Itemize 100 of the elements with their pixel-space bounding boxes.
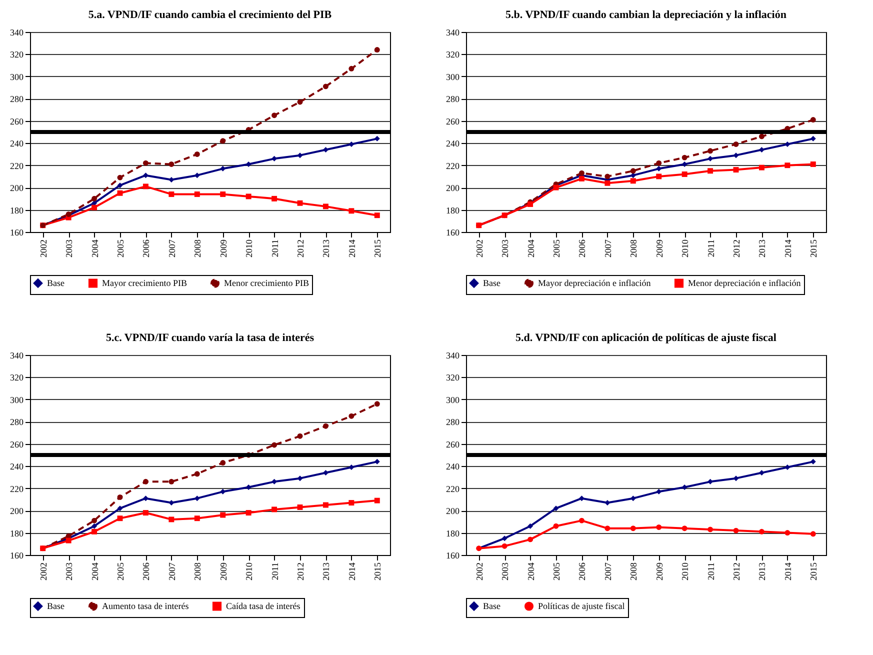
- chart-title: 5.d. VPND/IF con aplicación de políticas de ajuste fiscal: [516, 332, 776, 344]
- y-tick-label: 200: [446, 506, 460, 516]
- legend-label: Menor depreciación e inflación: [688, 278, 802, 288]
- y-tick-label: 200: [10, 506, 24, 516]
- y-tick-label: 180: [10, 528, 24, 538]
- y-tick-label: 220: [446, 160, 460, 171]
- chart-title: 5.b. VPND/IF cuando cambian la depreciación y la inflación: [506, 9, 786, 21]
- x-tick-label: 2004: [90, 562, 100, 580]
- x-tick-label: 2010: [680, 562, 690, 580]
- legend-label: Caída tasa de interés: [226, 601, 301, 612]
- legend-label: Mayor crecimiento PIB: [102, 278, 187, 288]
- x-tick-label: 2012: [296, 562, 306, 580]
- y-tick-label: 180: [10, 205, 24, 216]
- x-tick-label: 2006: [141, 239, 152, 258]
- x-tick-label: 2002: [38, 562, 48, 580]
- y-tick-label: 260: [10, 116, 24, 126]
- x-tick-label: 2004: [526, 239, 536, 258]
- x-tick-label: 2003: [64, 239, 74, 258]
- y-tick-label: 160: [10, 228, 24, 238]
- x-tick-label: 2009: [654, 562, 664, 580]
- y-tick-label: 220: [10, 484, 24, 494]
- chart-title: 5.a. VPND/IF cuando cambia el crecimiento del PIB: [88, 9, 332, 21]
- x-tick-label: 2003: [500, 239, 510, 258]
- y-tick-label: 260: [446, 439, 460, 450]
- x-tick-label: 2003: [500, 562, 510, 580]
- x-tick-label: 2012: [732, 562, 742, 580]
- legend-label: Base: [47, 278, 64, 288]
- x-tick-label: 2015: [372, 239, 383, 258]
- x-tick-label: 2007: [166, 562, 177, 580]
- x-tick-label: 2011: [270, 240, 280, 258]
- y-tick-label: 240: [10, 138, 24, 149]
- legend-label: Menor crecimiento PIB: [224, 278, 309, 288]
- x-tick-label: 2003: [64, 562, 74, 580]
- x-tick-label: 2010: [680, 239, 690, 258]
- y-tick-label: 180: [446, 205, 460, 216]
- y-tick-label: 320: [10, 372, 24, 383]
- chart-title: 5.c. VPND/IF cuando varía la tasa de interés: [106, 332, 315, 344]
- x-tick-label: 2013: [321, 239, 332, 258]
- x-tick-label: 2014: [782, 239, 793, 258]
- y-tick-label: 280: [446, 417, 460, 428]
- y-tick-label: 340: [446, 350, 460, 360]
- x-tick-label: 2014: [782, 562, 793, 580]
- x-tick-label: 2007: [602, 239, 613, 258]
- x-tick-label: 2009: [218, 562, 228, 580]
- y-tick-label: 240: [10, 462, 24, 472]
- x-tick-label: 2009: [654, 239, 664, 258]
- x-tick-label: 2006: [141, 562, 152, 580]
- y-tick-label: 160: [446, 550, 460, 560]
- y-tick-label: 340: [446, 28, 460, 38]
- y-tick-label: 180: [446, 528, 460, 538]
- y-tick-label: 320: [446, 372, 460, 383]
- x-tick-label: 2012: [732, 240, 742, 258]
- legend-label: Políticas de ajuste fiscal: [538, 601, 626, 612]
- x-tick-label: 2005: [116, 239, 126, 258]
- x-tick-label: 2004: [90, 239, 100, 258]
- x-tick-label: 2013: [757, 562, 768, 580]
- x-tick-label: 2015: [808, 562, 819, 580]
- x-tick-label: 2008: [192, 562, 203, 580]
- y-tick-label: 220: [10, 160, 24, 171]
- x-tick-label: 2002: [474, 562, 484, 580]
- x-tick-label: 2002: [474, 240, 484, 258]
- x-tick-label: 2006: [577, 562, 588, 580]
- x-tick-label: 2008: [628, 562, 639, 580]
- x-tick-label: 2005: [116, 562, 126, 580]
- y-tick-label: 260: [10, 439, 24, 450]
- x-tick-label: 2008: [192, 239, 203, 258]
- x-tick-label: 2010: [244, 562, 254, 580]
- x-tick-label: 2002: [38, 240, 48, 258]
- x-tick-label: 2005: [552, 562, 562, 580]
- legend-label: Mayor depreciación e inflación: [538, 278, 652, 288]
- y-tick-label: 220: [446, 484, 460, 494]
- x-tick-label: 2010: [244, 239, 254, 258]
- y-tick-label: 160: [446, 228, 460, 238]
- y-tick-label: 280: [10, 417, 24, 428]
- x-tick-label: 2011: [706, 240, 716, 258]
- x-tick-label: 2004: [526, 562, 536, 580]
- x-tick-label: 2007: [166, 239, 177, 258]
- x-tick-label: 2015: [808, 239, 819, 258]
- y-tick-label: 340: [10, 350, 24, 360]
- y-tick-label: 200: [10, 183, 24, 194]
- y-tick-label: 280: [446, 94, 460, 104]
- x-tick-label: 2009: [218, 239, 228, 258]
- legend-label: Aumento tasa de interés: [102, 601, 190, 612]
- x-tick-label: 2015: [372, 562, 383, 580]
- x-tick-label: 2014: [346, 239, 357, 258]
- y-tick-label: 240: [446, 462, 460, 472]
- x-tick-label: 2008: [628, 239, 639, 258]
- y-tick-label: 260: [446, 116, 460, 126]
- y-tick-label: 200: [446, 183, 460, 194]
- y-tick-label: 160: [10, 550, 24, 560]
- y-tick-label: 300: [10, 72, 24, 82]
- x-tick-label: 2012: [296, 240, 306, 258]
- x-tick-label: 2013: [757, 239, 768, 258]
- x-tick-label: 2006: [577, 239, 588, 258]
- legend-label: Base: [47, 601, 64, 612]
- x-tick-label: 2005: [552, 239, 562, 258]
- x-tick-label: 2013: [321, 562, 332, 580]
- x-tick-label: 2007: [602, 562, 613, 580]
- y-tick-label: 300: [10, 394, 24, 405]
- x-tick-label: 2011: [706, 562, 716, 580]
